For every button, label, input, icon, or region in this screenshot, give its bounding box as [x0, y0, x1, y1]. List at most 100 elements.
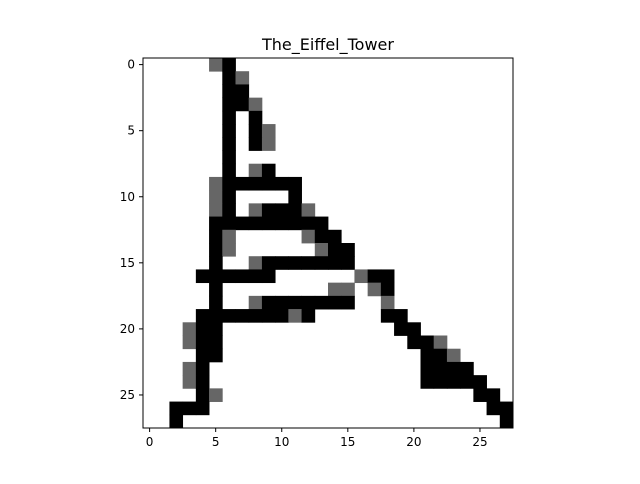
heatmap-cell	[433, 348, 448, 363]
heatmap-cell	[328, 295, 342, 310]
heatmap-cell	[209, 229, 223, 244]
heatmap-cell	[446, 361, 461, 376]
x-tick-label: 10	[274, 435, 289, 449]
heatmap-cell	[301, 309, 316, 323]
heatmap-cell	[314, 256, 329, 270]
heatmap-cell	[235, 176, 250, 191]
heatmap-cell	[209, 176, 223, 191]
plot-frame	[142, 57, 514, 429]
heatmap-cell	[248, 124, 263, 138]
heatmap-cell	[288, 256, 302, 270]
heatmap-cell	[195, 375, 210, 389]
heatmap-cell	[248, 176, 263, 191]
heatmap-cell	[235, 71, 250, 85]
heatmap-cell	[182, 375, 197, 389]
heatmap-cell	[209, 243, 223, 257]
heatmap-cell	[222, 309, 236, 323]
heatmap-cell	[182, 401, 197, 416]
heatmap-cell	[195, 269, 210, 284]
heatmap-cell	[394, 309, 408, 323]
heatmap-cell	[209, 348, 223, 363]
heatmap-cell	[195, 348, 210, 363]
heatmap-cell	[248, 110, 263, 125]
heatmap-cell	[222, 137, 236, 151]
heatmap-cell	[301, 229, 316, 244]
heatmap-cell	[248, 295, 263, 310]
heatmap-cell	[314, 243, 329, 257]
heatmap-cell	[195, 309, 210, 323]
heatmap-cell	[222, 84, 236, 99]
y-axis: 0 5 10 15 20 25	[120, 58, 143, 402]
heatmap-cell	[328, 243, 342, 257]
heatmap-cell	[222, 58, 236, 72]
heatmap-cell	[367, 269, 382, 284]
heatmap-cell	[314, 295, 329, 310]
heatmap-cell	[222, 190, 236, 204]
heatmap-cell	[380, 282, 395, 297]
heatmap-cell	[248, 216, 263, 231]
y-tick-label: 5	[127, 124, 135, 138]
heatmap-cell	[209, 256, 223, 270]
heatmap-cell	[420, 335, 435, 350]
heatmap-cell	[235, 84, 250, 99]
heatmap-cell	[341, 295, 355, 310]
x-tick-label: 15	[340, 435, 355, 449]
heatmap-cell	[341, 256, 355, 270]
heatmap-cell	[222, 243, 236, 257]
x-axis: 0 5 10 15 20 25	[146, 428, 488, 449]
heatmap-cell	[222, 110, 236, 125]
heatmap-cell	[248, 203, 263, 217]
heatmap-cell	[328, 229, 342, 244]
heatmap-cell	[235, 216, 250, 231]
heatmap-cell	[222, 229, 236, 244]
heatmap-cell	[288, 190, 302, 204]
heatmap-cell	[209, 282, 223, 297]
heatmap-cell	[248, 269, 263, 284]
x-tick-label: 0	[146, 435, 154, 449]
y-tick-label: 10	[120, 190, 135, 204]
heatmap-cell	[433, 361, 448, 376]
heatmap-cell	[499, 414, 514, 429]
heatmap-cell	[460, 361, 474, 376]
heatmap-cell	[195, 388, 210, 402]
heatmap-cell	[314, 229, 329, 244]
heatmap-cell	[235, 309, 250, 323]
heatmap-cell	[195, 322, 210, 336]
heatmap-cell	[222, 216, 236, 231]
heatmap-cell	[222, 124, 236, 138]
heatmap-cell	[235, 269, 250, 284]
heatmap-cell	[261, 124, 276, 138]
x-tick-label: 5	[212, 435, 220, 449]
heatmap-cell	[301, 216, 316, 231]
heatmap-cell	[420, 375, 435, 389]
y-tick-label: 0	[127, 58, 135, 72]
heatmap-cell	[407, 322, 421, 336]
heatmap-cell	[248, 163, 263, 178]
heatmap-cell	[341, 282, 355, 297]
heatmap-cell	[499, 401, 514, 416]
heatmap-cell	[248, 97, 263, 112]
heatmap-cell	[275, 256, 289, 270]
heatmap-cell	[314, 216, 329, 231]
heatmap-cell	[209, 322, 223, 336]
heatmap-cell	[261, 309, 276, 323]
heatmap-cell	[182, 361, 197, 376]
heatmap-cell	[460, 375, 474, 389]
heatmap-cell	[473, 375, 487, 389]
heatmap-cell	[288, 309, 302, 323]
heatmap-cell	[275, 203, 289, 217]
heatmap-cell	[195, 361, 210, 376]
heatmap-cell	[209, 203, 223, 217]
heatmap-cell	[222, 150, 236, 165]
heatmap-cell	[394, 322, 408, 336]
heatmap-cell	[248, 137, 263, 151]
y-tick-label: 20	[120, 322, 135, 336]
heatmap-cell	[354, 269, 369, 284]
heatmap-cell	[288, 295, 302, 310]
heatmap-cell	[261, 137, 276, 151]
heatmap-cell	[328, 256, 342, 270]
heatmap-cell	[341, 243, 355, 257]
heatmap-cell	[380, 269, 395, 284]
heatmap-cell	[222, 97, 236, 112]
